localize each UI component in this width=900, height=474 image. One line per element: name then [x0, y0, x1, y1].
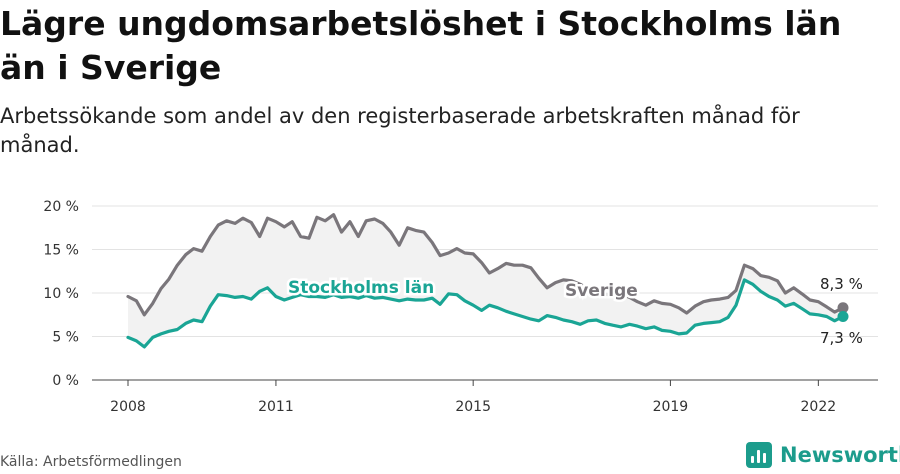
bar-chart-icon	[746, 442, 772, 468]
x-tick-label: 2022	[801, 399, 837, 415]
y-tick-label: 15 %	[43, 243, 79, 259]
gap-band	[128, 214, 843, 347]
y-tick-label: 5 %	[52, 330, 79, 346]
source-note: Källa: Arbetsförmedlingen	[0, 454, 182, 470]
label-sverige: Sverige	[565, 281, 638, 301]
end-value-sverige: 8,3 %	[820, 275, 863, 293]
x-axis: 2008 2011 2015 2019 2022	[92, 379, 878, 415]
brand-name: Newsworthy	[780, 443, 900, 467]
y-axis-labels: 0 % 5 % 10 % 15 % 20 %	[43, 199, 79, 389]
x-tick-label: 2015	[455, 399, 491, 415]
y-tick-label: 0 %	[52, 373, 79, 389]
x-tick-label: 2008	[110, 399, 146, 415]
x-tick-label: 2019	[653, 399, 689, 415]
line-stockholm	[126, 278, 845, 349]
line-annotations: Stockholms län Sverige 8,3 % 7,3 %	[286, 275, 863, 347]
label-stockholm: Stockholms län	[288, 278, 434, 298]
end-point-sverige	[837, 302, 849, 314]
x-tick-label: 2011	[258, 399, 294, 415]
band-area	[128, 214, 843, 347]
end-value-stockholm: 7,3 %	[820, 329, 863, 347]
chart-subtitle: Arbetssökande som andel av den registerb…	[0, 104, 800, 157]
y-tick-label: 10 %	[43, 286, 79, 302]
end-point-stockholm	[837, 310, 849, 322]
line-sverige	[126, 213, 845, 317]
series-lines	[126, 213, 849, 349]
chart-title: Lägre ungdomsarbetslöshet i Stockholms l…	[0, 4, 842, 87]
newsworthy-logo[interactable]: Newsworthy	[746, 442, 900, 468]
y-tick-label: 20 %	[43, 199, 79, 215]
